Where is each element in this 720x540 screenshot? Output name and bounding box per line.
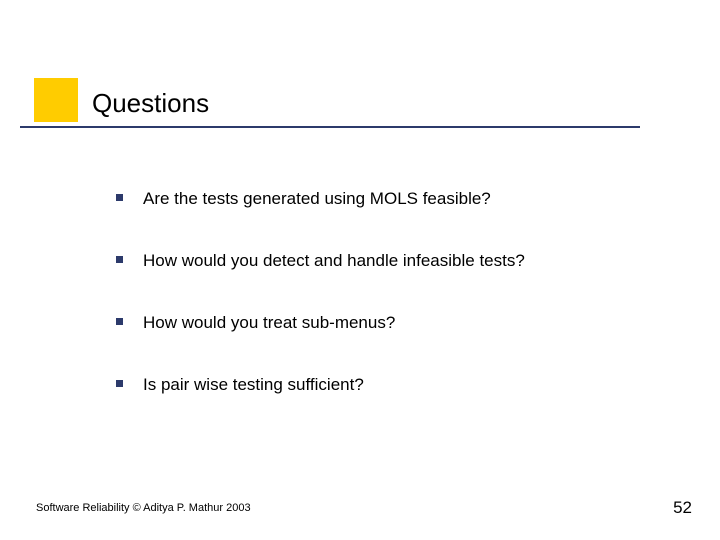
slide: Questions Are the tests generated using … [0,0,720,540]
square-bullet-icon [116,256,123,263]
title-block: Questions [20,78,620,130]
footer-copyright: Software Reliability © Aditya P. Mathur … [36,502,251,514]
bullet-text: How would you treat sub-menus? [143,312,395,334]
bullet-text: Are the tests generated using MOLS feasi… [143,188,491,210]
slide-heading: Questions [92,88,209,119]
square-bullet-icon [116,318,123,325]
bullet-text: How would you detect and handle infeasib… [143,250,525,272]
page-number: 52 [673,498,692,518]
bullet-list: Are the tests generated using MOLS feasi… [116,188,656,436]
heading-underline [20,126,640,128]
list-item: Are the tests generated using MOLS feasi… [116,188,656,210]
list-item: Is pair wise testing sufficient? [116,374,656,396]
list-item: How would you detect and handle infeasib… [116,250,656,272]
bullet-text: Is pair wise testing sufficient? [143,374,364,396]
list-item: How would you treat sub-menus? [116,312,656,334]
square-bullet-icon [116,380,123,387]
square-bullet-icon [116,194,123,201]
accent-square [34,78,78,122]
